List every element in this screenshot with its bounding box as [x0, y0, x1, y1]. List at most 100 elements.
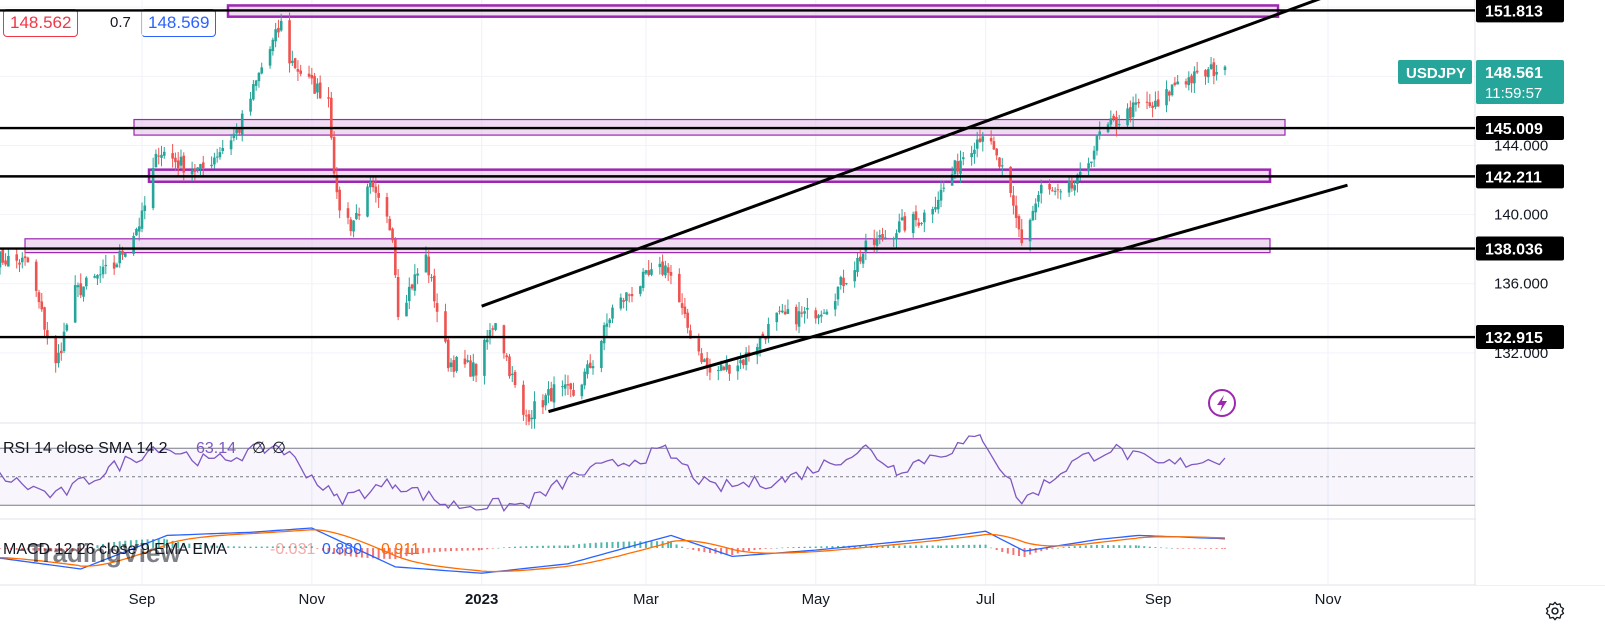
macd-hist-bar — [124, 540, 127, 548]
macd-hist-bar — [1118, 545, 1121, 548]
candle-body — [1151, 105, 1154, 108]
macd-hist-bar — [1204, 548, 1207, 549]
macd-hist-bar — [177, 542, 180, 548]
macd-hist-bar — [366, 548, 369, 558]
candle-body — [210, 164, 213, 167]
macd-hist-bar — [995, 548, 998, 551]
candle-body — [744, 352, 748, 366]
candle-body — [1, 249, 5, 263]
candle-body — [93, 276, 96, 278]
price-tick-label: 132.000 — [1494, 345, 1548, 362]
macd-hist-bar — [1068, 546, 1071, 548]
macd-hist-bar — [792, 547, 795, 548]
settings-gear-icon[interactable] — [1544, 600, 1566, 622]
candle-body — [65, 324, 69, 331]
candle-body — [892, 238, 895, 240]
candle-body — [533, 401, 536, 420]
macd-hist-bar — [903, 545, 906, 548]
macd-hist-bar — [54, 548, 57, 552]
price-axis[interactable]: 132.000 136.000 140.000 144.000 151.813 145.0… — [1398, 0, 1605, 585]
macd-hist-bar — [1101, 545, 1104, 548]
sell-price-button[interactable]: 148.562 — [3, 9, 79, 37]
candle-body — [37, 292, 41, 303]
symbol-tag-text: USDJPY — [1406, 65, 1466, 82]
macd-hist-bar — [1073, 546, 1076, 548]
level-tag-text: 138.036 — [1485, 242, 1543, 259]
candle-body — [424, 254, 428, 273]
candle-body — [76, 285, 80, 288]
candle-body — [864, 240, 868, 252]
macd-hist-bar — [49, 548, 52, 551]
candle-body — [625, 292, 628, 302]
candle-body — [647, 270, 650, 275]
macd-hist-bar — [675, 544, 678, 548]
candle-body — [494, 323, 497, 330]
macd-hist-bar — [1137, 545, 1140, 548]
candle-body — [1206, 69, 1210, 78]
candle-body — [783, 311, 787, 315]
macd-hist-bar — [1090, 545, 1093, 548]
candle-body — [327, 97, 330, 99]
candle-body — [1073, 185, 1076, 191]
candle-body — [1170, 84, 1174, 96]
candle-body — [154, 153, 158, 168]
macd-hist-bar — [898, 545, 901, 548]
macd-hist-bar — [1223, 548, 1226, 549]
candle-body — [313, 76, 316, 94]
candle-body — [739, 360, 742, 364]
macd-hist-bar — [742, 548, 745, 553]
overlay: RSI 14 close SMA 14 2 63.14 ∅ ∅ TradingViewM… — [3, 389, 1236, 568]
candle-body — [96, 275, 99, 279]
rsi-extra-1: ∅ — [252, 440, 266, 457]
trend-channel[interactable] — [481, 0, 1348, 414]
candle-body — [797, 311, 801, 327]
candle-body — [856, 257, 859, 273]
candle-body — [697, 338, 701, 352]
time-axis[interactable]: Sep Nov 2023 Mar May Jul Sep Nov — [129, 591, 1342, 608]
macd-hist-bar — [1017, 548, 1020, 557]
candle-body — [112, 262, 116, 269]
candle-body — [981, 136, 985, 142]
macd-hist-bar — [71, 548, 74, 552]
macd-hist-bar — [90, 546, 93, 548]
macd-hist-bar — [372, 548, 375, 559]
candle-body — [229, 140, 233, 150]
macd-hist-bar — [650, 541, 653, 548]
candle-body — [722, 366, 726, 371]
candle-body — [591, 366, 595, 369]
candle-body — [1056, 189, 1060, 191]
candle-body — [371, 181, 375, 188]
candle-body — [806, 307, 809, 310]
candle-body — [903, 216, 907, 231]
candle-body — [605, 323, 609, 327]
candle-body — [332, 136, 336, 174]
candle-body — [767, 323, 770, 339]
candle-body — [725, 362, 728, 370]
macd-hist-bar — [759, 548, 762, 550]
rsi-panel: 80.0040.00 — [0, 426, 1532, 513]
macd-hist-bar — [578, 544, 581, 548]
candle-body — [619, 297, 623, 309]
horizontal-levels[interactable] — [0, 9, 1475, 339]
rsi-line — [0, 434, 1226, 513]
candle-body — [349, 219, 353, 232]
candle-body — [299, 70, 302, 74]
candle-body — [664, 265, 667, 276]
candle-body — [627, 294, 631, 296]
macd-hist-bar — [1215, 548, 1218, 549]
candle-body — [0, 251, 2, 268]
candle-body — [199, 164, 202, 170]
candle-body — [162, 151, 166, 156]
candle-body — [160, 154, 163, 158]
macd-hist-bar — [65, 548, 68, 552]
macd-hist-bar — [1107, 545, 1110, 548]
macd-hist-bar — [141, 539, 143, 548]
candle-body — [1173, 82, 1177, 85]
candle-body — [1154, 100, 1157, 107]
candle-body — [137, 226, 141, 232]
macd-hist-bar — [1210, 548, 1213, 549]
macd-hist-bar — [1176, 548, 1179, 549]
macd-hist-bar — [1165, 547, 1168, 549]
macd-hist-bar — [973, 544, 976, 548]
